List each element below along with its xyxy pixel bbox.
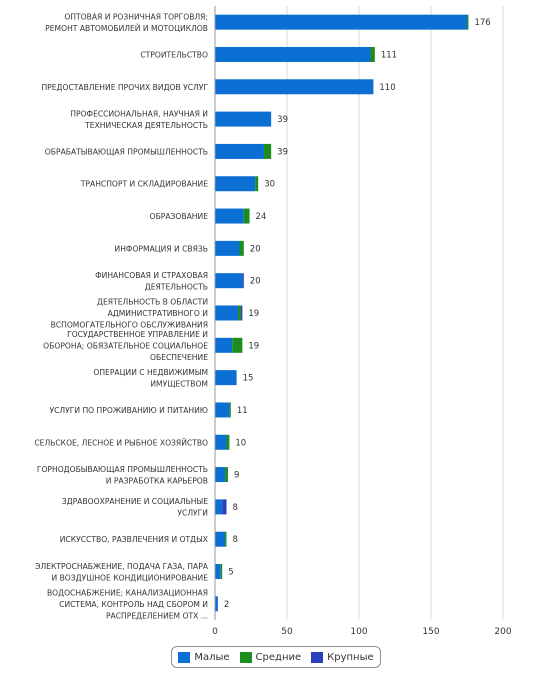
x-tick-label: 200 xyxy=(494,627,511,637)
bar-segment-large[interactable] xyxy=(222,499,227,515)
bar-segment-small[interactable] xyxy=(215,240,240,256)
category-label: ИНФОРМАЦИЯ И СВЯЗЬ xyxy=(115,244,208,253)
legend-item-large[interactable]: Крупные xyxy=(311,651,374,663)
bar-segment-small[interactable] xyxy=(215,564,221,580)
bar-segment-small[interactable] xyxy=(215,402,230,418)
bar-segment-medium[interactable] xyxy=(255,176,259,192)
legend-label-large: Крупные xyxy=(327,651,374,663)
bar-segment-medium[interactable] xyxy=(225,531,227,547)
x-tick-label: 100 xyxy=(350,627,367,637)
bar-segment-small[interactable] xyxy=(215,14,467,30)
category-label: ОПТОВАЯ И РОЗНИЧНАЯ ТОРГОВЛЯ; РЕМОНТ АВТО… xyxy=(45,12,208,33)
category-labels: ОПТОВАЯ И РОЗНИЧНАЯ ТОРГОВЛЯ; РЕМОНТ АВТО… xyxy=(34,12,208,620)
legend-label-medium: Средние xyxy=(255,651,302,663)
bar-segment-small[interactable] xyxy=(215,467,226,483)
bar-total-label: 19 xyxy=(248,309,259,319)
bar-segment-small[interactable] xyxy=(215,370,237,386)
legend-label-small: Малые xyxy=(194,651,230,663)
bar-total-label: 20 xyxy=(250,244,261,254)
bar-total-label: 19 xyxy=(248,341,259,351)
category-label: ПРОФЕССИОНАЛЬНАЯ, НАУЧНАЯ И ТЕХНИЧЕСКАЯ Д… xyxy=(70,109,208,129)
bar-total-label: 24 xyxy=(256,212,267,222)
bar-segment-medium[interactable] xyxy=(220,564,223,580)
x-axis-ticks: 0 50 100 150 200 xyxy=(212,627,512,637)
bar-segment-medium[interactable] xyxy=(370,46,375,62)
category-label: ФИНАНСОВАЯ И СТРАХОВАЯ ДЕЯТЕЛЬНОСТЬ xyxy=(95,271,208,292)
bar-segment-small[interactable] xyxy=(215,143,264,159)
category-label: ОБРАБАТЫВАЮЩАЯ ПРОМЫШЛЕННОСТЬ xyxy=(45,147,208,156)
bar-total-label: 11 xyxy=(237,406,248,416)
bar-segment-medium[interactable] xyxy=(229,402,231,418)
bar-segment-medium[interactable] xyxy=(225,467,228,483)
bar-total-label: 8 xyxy=(233,535,238,545)
bar-segment-medium[interactable] xyxy=(467,14,469,30)
category-label: ИСКУССТВО, РАЗВЛЕЧЕНИЯ И ОТДЫХ xyxy=(60,535,208,544)
bar-segment-medium[interactable] xyxy=(232,337,243,353)
bar-total-label: 15 xyxy=(243,374,254,384)
bar-total-label: 39 xyxy=(277,115,288,125)
total-labels: 176 111 110 39 39 30 24 20 20 19 19 15 11 10 9 8 8 5 2 xyxy=(224,18,491,610)
category-label: УСЛУГИ ПО ПРОЖИВАНИЮ И ПИТАНИЮ xyxy=(49,406,208,415)
legend-swatch-small xyxy=(178,651,191,663)
bar-total-label: 9 xyxy=(234,471,239,481)
bar-segment-medium[interactable] xyxy=(239,240,244,256)
bar-segment-medium[interactable] xyxy=(226,434,230,450)
category-label: ГОСУДАРСТВЕННОЕ УПРАВЛЕНИЕ И ОБОРОНА; ОБЯ… xyxy=(43,330,208,362)
bars xyxy=(215,14,469,612)
bar-segment-small[interactable] xyxy=(215,531,226,547)
bar-segment-medium[interactable] xyxy=(263,143,272,159)
bar-segment-small[interactable] xyxy=(215,337,233,353)
category-label: ВОДОСНАБЖЕНИЕ; КАНАЛИЗАЦИОННАЯ СИСТЕМА, К… xyxy=(47,588,208,620)
bar-segment-medium[interactable] xyxy=(243,208,250,224)
x-tick-label: 0 xyxy=(212,627,218,637)
category-label: ЗДРАВООХРАНЕНИЕ И СОЦИАЛЬНЫЕ УСЛУГИ xyxy=(62,497,208,517)
bar-total-label: 20 xyxy=(250,277,261,287)
bar-segment-large[interactable] xyxy=(240,305,243,321)
bar-segment-small[interactable] xyxy=(215,499,223,515)
bar-total-label: 2 xyxy=(224,600,229,610)
bar-segment-small[interactable] xyxy=(215,111,272,127)
category-label: СЕЛЬСКОЕ, ЛЕСНОЕ И РЫБНОЕ ХОЗЯЙСТВО xyxy=(34,438,208,447)
legend-item-small[interactable]: Малые xyxy=(178,651,230,663)
bar-segment-small[interactable] xyxy=(215,305,239,321)
bar-segment-small[interactable] xyxy=(215,79,374,95)
bar-segment-large[interactable] xyxy=(242,273,244,289)
bar-total-label: 39 xyxy=(277,147,288,157)
legend: Малые Средние Крупные xyxy=(171,646,381,668)
category-label: ПРЕДОСТАВЛЕНИЕ ПРОЧИХ ВИДОВ УСЛУГ xyxy=(41,83,208,92)
bar-total-label: 30 xyxy=(264,180,275,190)
category-label: ГОРНОДОБЫВАЮЩАЯ ПРОМЫШЛЕННОСТЬ И РАЗРАБОТ… xyxy=(37,465,208,486)
category-label: ОБРАЗОВАНИЕ xyxy=(150,212,209,221)
category-label: ДЕЯТЕЛЬНОСТЬ В ОБЛАСТИ АДМИНИСТРАТИВНОГО … xyxy=(51,298,208,330)
bar-total-label: 176 xyxy=(474,18,490,28)
legend-swatch-large xyxy=(311,651,324,663)
bar-total-label: 5 xyxy=(228,568,233,578)
category-label: ОПЕРАЦИИ С НЕДВИЖИМЫМ ИМУЩЕСТВОМ xyxy=(93,368,208,389)
bar-segment-small[interactable] xyxy=(215,176,256,192)
bar-segment-medium[interactable] xyxy=(238,305,241,321)
category-label: ТРАНСПОРТ И СКЛАДИРОВАНИЕ xyxy=(80,180,208,189)
x-tick-label: 50 xyxy=(281,627,293,637)
bar-segment-small[interactable] xyxy=(215,273,243,289)
bar-total-label: 110 xyxy=(379,83,395,93)
bar-segment-small[interactable] xyxy=(215,434,227,450)
category-label: ЭЛЕКТРОСНАБЖЕНИЕ, ПОДАЧА ГАЗА, ПАРА И ВОЗ… xyxy=(35,562,209,583)
x-tick-label: 150 xyxy=(422,627,439,637)
bar-total-label: 10 xyxy=(235,438,246,448)
bar-total-label: 8 xyxy=(233,503,238,513)
bar-segment-small[interactable] xyxy=(215,596,218,612)
legend-item-medium[interactable]: Средние xyxy=(239,651,302,663)
legend-swatch-medium xyxy=(239,651,252,663)
category-label: СТРОИТЕЛЬСТВО xyxy=(140,50,208,59)
bar-total-label: 111 xyxy=(381,50,397,60)
bar-segment-small[interactable] xyxy=(215,208,244,224)
bar-segment-small[interactable] xyxy=(215,46,371,62)
